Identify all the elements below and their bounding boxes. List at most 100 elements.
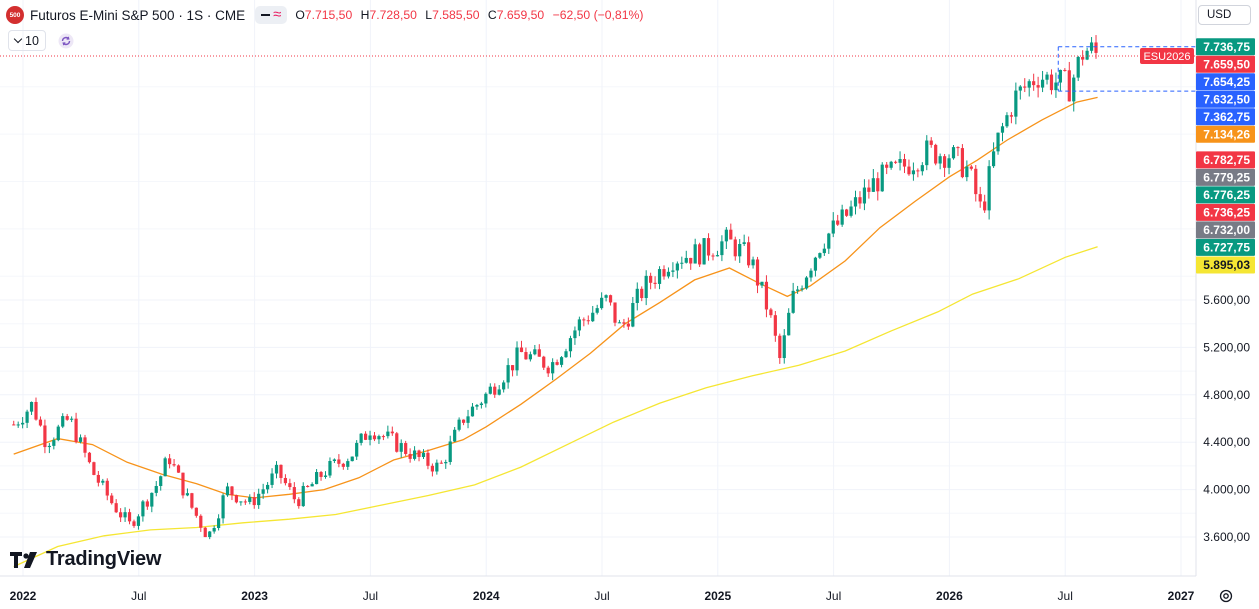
candle (475, 403, 479, 410)
symbol-title[interactable]: Futuros E-Mini S&P 500 · 1S · CME (30, 7, 246, 23)
candle-body (448, 441, 452, 463)
price-label: 6.732,00 (1196, 221, 1255, 239)
candle-body (537, 349, 541, 357)
candle (559, 356, 564, 368)
price-label-bg (1196, 151, 1255, 169)
candle (332, 458, 337, 464)
candle-body (314, 472, 319, 485)
x-tick-label: 2027 (1168, 589, 1195, 603)
candle (617, 319, 622, 324)
candle-body (617, 322, 622, 324)
candle-body (519, 347, 524, 353)
candle (145, 499, 149, 510)
candle-body (194, 507, 198, 516)
symbol-logo-text: 500 (9, 11, 21, 19)
candle-body (720, 241, 724, 256)
candle (404, 440, 408, 456)
symbol-logo-icon[interactable]: 500 (6, 6, 24, 24)
candle (110, 493, 114, 505)
candle-body (942, 156, 947, 168)
candle (65, 413, 69, 421)
candle-body (1054, 82, 1058, 91)
candle (974, 164, 978, 202)
candle (417, 449, 421, 462)
price-label-bg (1196, 38, 1255, 56)
candle (769, 307, 773, 318)
candle (252, 492, 256, 509)
candle (626, 317, 630, 330)
candle (822, 243, 826, 256)
price-label-bg (1196, 90, 1255, 108)
candle (136, 514, 141, 530)
candle (862, 179, 867, 211)
candle (453, 426, 457, 443)
candle-body (902, 159, 907, 167)
candle (176, 464, 181, 473)
candle-body (101, 480, 105, 483)
candle-body (395, 433, 399, 452)
x-tick-label: 2025 (704, 589, 731, 603)
candle-body (466, 416, 470, 423)
candle-body (417, 450, 421, 457)
candle (711, 253, 715, 261)
candle (310, 482, 314, 487)
candle (551, 358, 555, 381)
compare-toggle[interactable]: ≈ (255, 6, 288, 24)
x-tick-label: Jul (594, 589, 609, 603)
candle (74, 412, 78, 444)
chevron-down-icon (13, 34, 23, 44)
candle (350, 456, 354, 462)
candle-body (274, 464, 279, 474)
candle (479, 401, 483, 409)
candle (43, 419, 47, 454)
candle-body (168, 458, 172, 465)
candle (920, 162, 924, 176)
candle-body (163, 458, 167, 477)
candle-body (782, 335, 786, 359)
candle (1023, 78, 1027, 93)
candle-body (25, 411, 29, 423)
close-label: C (487, 8, 497, 22)
candle-body (867, 187, 871, 192)
candle (1000, 122, 1005, 142)
candle (715, 250, 720, 257)
sync-icon[interactable] (58, 33, 74, 49)
price-label-bg (1196, 55, 1255, 73)
y-tick-label: 4.800,00 (1203, 388, 1250, 402)
candle (987, 160, 991, 220)
candle (359, 433, 363, 446)
candle (363, 431, 368, 441)
candle (925, 135, 929, 171)
price-label: 5.895,03 (1196, 256, 1255, 274)
candle (1067, 61, 1071, 102)
settings-icon[interactable] (1218, 588, 1234, 604)
price-label-bg (1196, 256, 1255, 274)
candle (1009, 112, 1013, 124)
candle (328, 457, 332, 478)
candle (942, 153, 947, 178)
moving-average-line-fast (13, 96, 1098, 499)
candle-body (893, 161, 898, 163)
candle-body (225, 486, 230, 496)
candle (203, 526, 207, 538)
indicator-length-select[interactable]: 10 (8, 30, 46, 51)
candle-body (600, 297, 604, 309)
tradingview-logo[interactable]: TradingView (10, 548, 161, 571)
candle (1089, 37, 1094, 54)
currency-select[interactable]: USD (1198, 5, 1251, 25)
candle-body (1049, 74, 1054, 91)
candle-body (778, 335, 782, 359)
candle (470, 403, 475, 417)
candle (622, 318, 626, 328)
candle-body (381, 436, 386, 438)
candles (12, 35, 1098, 540)
candle (502, 380, 506, 393)
candle-body (1045, 74, 1049, 80)
candle-body (203, 527, 207, 538)
candle (510, 365, 515, 377)
candle-body (426, 452, 430, 466)
candle (430, 463, 434, 477)
candle-body (729, 229, 733, 240)
candle (25, 409, 29, 429)
